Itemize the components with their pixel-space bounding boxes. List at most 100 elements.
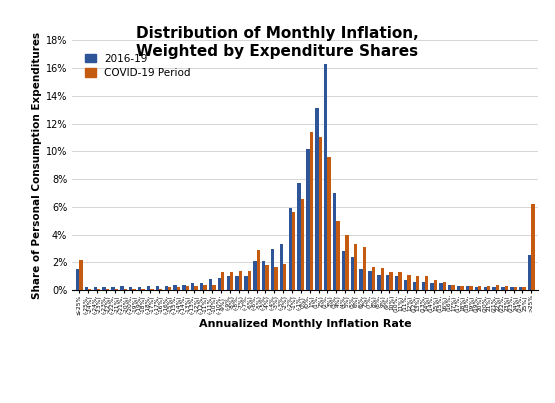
Bar [150, 289, 154, 290]
Bar [164, 286, 168, 290]
Bar [407, 275, 411, 290]
Bar [327, 157, 331, 290]
Bar [513, 287, 517, 290]
Bar [85, 287, 88, 290]
Bar [342, 251, 345, 290]
Bar [386, 275, 390, 290]
Bar [248, 271, 251, 290]
Bar [147, 286, 150, 290]
Bar [97, 289, 100, 290]
Bar [292, 212, 295, 290]
Bar [413, 282, 416, 290]
Bar [142, 289, 145, 290]
Bar [360, 269, 363, 290]
Bar [504, 286, 508, 290]
Bar [460, 286, 464, 290]
Bar [439, 283, 443, 290]
Bar [244, 276, 248, 290]
Y-axis label: Share of Personal Consumption Expenditures: Share of Personal Consumption Expenditur… [32, 32, 42, 299]
Bar [262, 261, 265, 290]
Bar [106, 289, 109, 290]
Bar [301, 199, 304, 290]
Bar [381, 268, 384, 290]
Bar [416, 276, 420, 290]
Bar [112, 287, 115, 290]
Bar [398, 272, 402, 290]
Bar [271, 249, 274, 290]
Bar [483, 287, 487, 290]
Bar [235, 276, 239, 290]
Bar [377, 275, 381, 290]
Bar [434, 280, 437, 290]
Bar [212, 285, 215, 290]
Bar [289, 208, 292, 290]
Bar [487, 286, 490, 290]
Bar [422, 282, 425, 290]
Bar [209, 279, 212, 290]
Bar [430, 283, 434, 290]
Bar [519, 287, 522, 290]
Bar [448, 285, 451, 290]
Bar [218, 278, 221, 290]
Bar [159, 289, 163, 290]
Bar [103, 287, 106, 290]
Bar [443, 282, 446, 290]
Bar [221, 272, 224, 290]
Bar [185, 286, 189, 290]
Bar [363, 247, 366, 290]
Bar [475, 287, 478, 290]
Bar [265, 265, 269, 290]
Bar [319, 137, 322, 290]
Bar [138, 287, 142, 290]
Bar [88, 289, 92, 290]
Bar [306, 149, 310, 290]
Bar [404, 280, 407, 290]
Bar [129, 287, 133, 290]
Bar [239, 271, 242, 290]
Bar [531, 204, 534, 290]
Bar [369, 271, 372, 290]
Text: Distribution of Monthly Inflation,
Weighted by Expenditure Shares: Distribution of Monthly Inflation, Weigh… [136, 26, 419, 58]
Bar [182, 285, 185, 290]
Bar [336, 221, 340, 290]
Bar [333, 193, 336, 290]
Bar [372, 266, 375, 290]
Bar [230, 272, 233, 290]
Bar [395, 276, 398, 290]
Bar [280, 244, 283, 290]
Bar [226, 276, 230, 290]
Bar [425, 276, 428, 290]
Bar [345, 235, 349, 290]
Bar [496, 285, 499, 290]
Bar [191, 283, 194, 290]
Bar [457, 286, 460, 290]
Bar [120, 286, 124, 290]
Bar [324, 64, 327, 290]
Bar [451, 285, 455, 290]
Bar [253, 261, 256, 290]
Bar [173, 285, 176, 290]
Bar [351, 257, 354, 290]
Bar [283, 264, 286, 290]
Bar [315, 108, 319, 290]
Text: Federal Reserve Bank of St. Louis: Federal Reserve Bank of St. Louis [7, 385, 171, 395]
Bar [469, 286, 473, 290]
Bar [478, 286, 481, 290]
Bar [155, 286, 159, 290]
X-axis label: Annualized Monthly Inflation Rate: Annualized Monthly Inflation Rate [199, 319, 412, 329]
Bar [466, 286, 469, 290]
Bar [115, 289, 118, 290]
Bar [528, 256, 531, 290]
Bar [203, 285, 206, 290]
Bar [168, 287, 171, 290]
Bar [492, 287, 496, 290]
Bar [76, 269, 79, 290]
Bar [124, 289, 127, 290]
Bar [194, 286, 198, 290]
Bar [297, 183, 301, 290]
Bar [390, 272, 393, 290]
Bar [256, 250, 260, 290]
Bar [310, 132, 313, 290]
Bar [501, 287, 504, 290]
Bar [274, 266, 278, 290]
